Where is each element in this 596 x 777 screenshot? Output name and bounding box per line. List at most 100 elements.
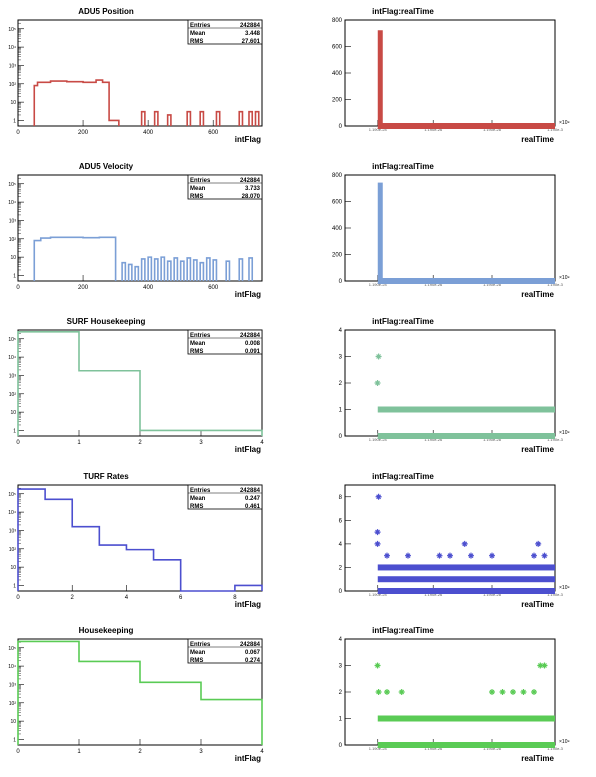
stats-label: Entries: [190, 333, 211, 339]
chart-title: ADU5 Velocity: [79, 162, 134, 171]
stats-value: 242884: [240, 488, 261, 494]
chart-title: intFlag:realTime: [372, 626, 434, 635]
x-tick-label: 3: [199, 749, 203, 755]
y-tick-label: 1: [13, 583, 16, 589]
scatter-point: [531, 689, 537, 695]
y-tick-label: 10²: [9, 82, 17, 88]
x-tick-label: 0: [16, 440, 20, 446]
x-tick-label: 1: [77, 749, 81, 755]
y-tick-label: 10: [10, 100, 16, 106]
stats-value: 0.274: [245, 658, 261, 664]
stats-label: RMS: [190, 504, 203, 510]
stats-value: 242884: [240, 333, 261, 339]
y-tick-label: 0: [339, 743, 343, 749]
y-tick-label: 3: [339, 355, 343, 361]
stats-value: 242884: [240, 642, 261, 648]
y-tick-label: 6: [339, 518, 343, 524]
x-tick-label: 1.190e-3: [547, 282, 564, 287]
scatter-band: [377, 715, 555, 722]
chart-title: intFlag:realTime: [372, 472, 434, 481]
y-tick-label: 200: [332, 98, 343, 104]
x-tick-label: 1.190e-24: [369, 592, 388, 597]
x-exponent-label: ×10⁹: [559, 120, 570, 126]
scatter-band: [377, 576, 555, 583]
x-tick-label: 1.190e-3: [547, 127, 564, 132]
histogram-line: [33, 236, 254, 281]
x-axis-label: intFlag: [235, 135, 261, 144]
y-tick-label: 10²: [9, 701, 17, 707]
y-tick-label: 1: [13, 273, 16, 279]
x-tick-label: 1.190e-28: [483, 592, 502, 597]
x-axis-label: realTime: [521, 445, 554, 454]
x-tick-label: 1.190e-28: [483, 746, 502, 751]
x-tick-label: 6: [179, 595, 183, 601]
x-tick-label: 1.190e-26: [424, 592, 443, 597]
scatter-point: [374, 380, 381, 386]
x-tick-label: 1.190e-24: [369, 437, 388, 442]
x-tick-label: 1.190e-3: [547, 746, 564, 751]
x-tick-label: 1.190e-26: [424, 437, 443, 442]
scatter-point: [384, 689, 390, 695]
y-tick-label: 1: [339, 717, 343, 723]
stats-label: Mean: [190, 341, 206, 347]
y-tick-label: 400: [332, 71, 343, 77]
x-exponent-label: ×10⁹: [559, 275, 570, 281]
stats-value: 0.461: [245, 504, 261, 510]
y-tick-label: 10⁵: [8, 182, 16, 188]
chart-title: intFlag:realTime: [372, 317, 434, 326]
scatter-point: [447, 552, 453, 559]
x-tick-label: 400: [143, 130, 154, 136]
y-tick-label: 8: [339, 495, 343, 501]
scatter-point: [468, 552, 474, 559]
scatter-point: [374, 540, 381, 547]
scatter-point: [384, 552, 390, 559]
y-tick-label: 800: [332, 18, 343, 24]
x-axis-label: intFlag: [235, 754, 261, 763]
histogram-line: [33, 79, 260, 126]
x-exponent-label: ×10⁹: [559, 739, 570, 745]
scatter-point: [374, 662, 381, 669]
x-axis-label: realTime: [521, 754, 554, 763]
x-tick-label: 1.190e-3: [547, 437, 564, 442]
y-tick-label: 1: [339, 408, 343, 414]
y-tick-label: 10³: [9, 373, 17, 379]
x-tick-label: 4: [125, 595, 129, 601]
y-tick-label: 4: [339, 542, 343, 548]
plot-frame: [17, 19, 263, 127]
y-tick-label: 10⁵: [8, 27, 16, 33]
x-tick-label: 1.190e-24: [369, 127, 388, 132]
scatter-point: [537, 662, 544, 669]
stats-value: 242884: [240, 23, 261, 29]
plot-frame: [344, 484, 556, 592]
scatter-band: [380, 278, 555, 284]
chart-title: intFlag:realTime: [372, 162, 434, 171]
x-tick-label: 600: [208, 285, 219, 291]
scatter-band: [377, 406, 555, 413]
stats-label: Entries: [190, 23, 211, 29]
y-tick-label: 0: [339, 589, 343, 595]
scatter-band: [377, 433, 555, 439]
y-tick-label: 600: [332, 45, 343, 51]
scatter-point: [520, 689, 527, 695]
x-tick-label: 200: [78, 130, 89, 136]
scatter-band: [377, 182, 383, 284]
x-exponent-label: ×10⁹: [559, 430, 570, 436]
stats-value: 0.247: [245, 496, 261, 502]
x-tick-label: 2: [138, 440, 142, 446]
plot-frame: [17, 174, 263, 282]
scatter-point: [398, 689, 405, 695]
y-tick-label: 10⁵: [8, 646, 16, 652]
stats-box: [187, 638, 263, 664]
y-tick-label: 10⁵: [8, 492, 16, 498]
y-tick-label: 10²: [9, 392, 17, 398]
histogram-line: [17, 330, 263, 436]
x-tick-label: 600: [208, 130, 219, 136]
y-tick-label: 10⁴: [8, 45, 16, 51]
stats-label: RMS: [190, 658, 203, 664]
chart-title: Housekeeping: [79, 626, 134, 635]
x-tick-label: 1.190e-28: [483, 282, 502, 287]
x-tick-label: 4: [260, 440, 264, 446]
x-tick-label: 1: [77, 440, 81, 446]
y-tick-label: 10⁴: [8, 355, 16, 361]
y-tick-label: 4: [339, 328, 343, 334]
